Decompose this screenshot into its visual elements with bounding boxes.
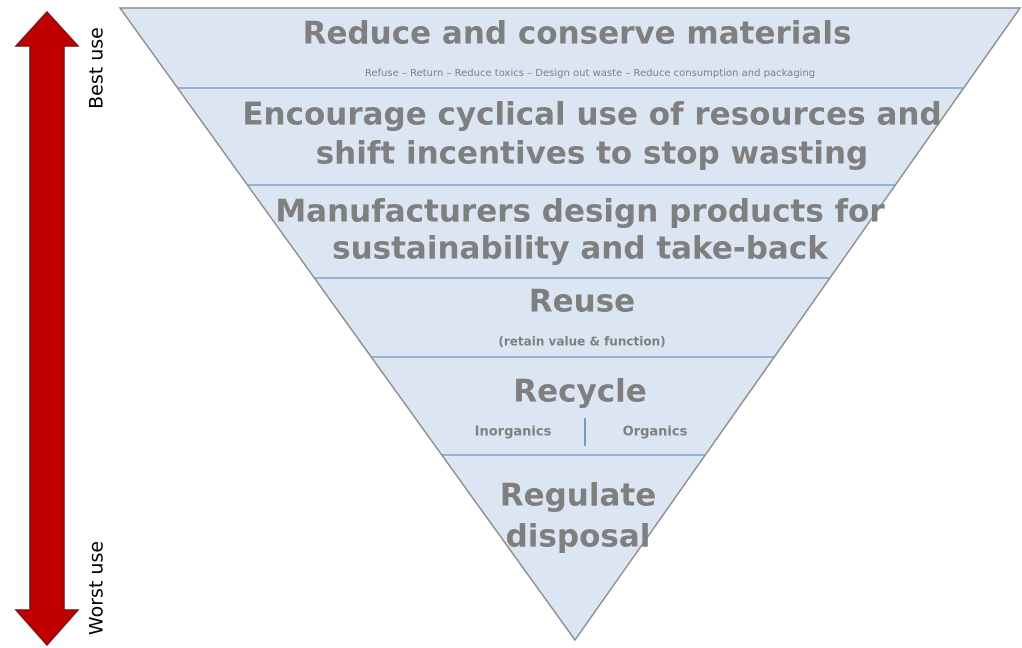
double-arrow <box>14 10 80 647</box>
level-title: Encourage cyclical use of resources and <box>242 97 941 133</box>
level-title: disposal <box>506 519 651 555</box>
level-subtitle: (retain value & function) <box>498 335 665 349</box>
level-title: shift incentives to stop wasting <box>316 136 869 172</box>
worst-use-label: Worst use <box>86 541 108 635</box>
level-title: Manufacturers design products for <box>275 194 885 230</box>
level-note: Organics <box>623 425 688 440</box>
level-title: Regulate <box>500 478 657 514</box>
level-title: Recycle <box>513 374 647 410</box>
level-title: Reduce and conserve materials <box>303 16 852 52</box>
best-use-label: Best use <box>86 27 108 109</box>
separators <box>177 87 964 456</box>
inverted-triangle <box>118 7 1022 642</box>
level-title: sustainability and take-back <box>332 231 829 267</box>
level-note: Inorganics <box>475 425 552 440</box>
level-subtitle: Refuse – Return – Reduce toxics – Design… <box>365 68 815 79</box>
level-title: Reuse <box>529 284 635 320</box>
